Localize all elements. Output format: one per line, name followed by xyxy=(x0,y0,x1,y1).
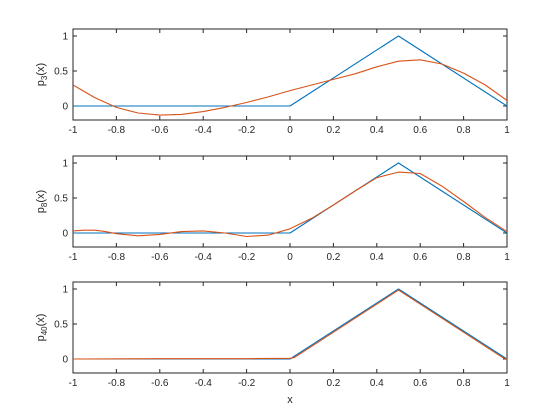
x-tick-label: 0.6 xyxy=(413,252,427,263)
series-line-2 xyxy=(73,289,507,360)
x-tick-label: 0.2 xyxy=(326,378,340,389)
x-tick-label: -0.8 xyxy=(108,125,126,136)
x-tick-label: 0.8 xyxy=(457,252,471,263)
y-axis-label: p8(x) xyxy=(35,190,49,213)
x-tick-label: 0 xyxy=(287,378,293,389)
x-tick-label: -0.6 xyxy=(151,378,169,389)
x-tick-label: 0.4 xyxy=(370,378,384,389)
x-tick-label: 1 xyxy=(504,125,510,136)
y-tick-label: 1 xyxy=(62,159,68,170)
y-tick-label: 1 xyxy=(62,285,68,296)
x-tick-label: 1 xyxy=(504,252,510,263)
y-tick-label: 1 xyxy=(62,32,68,43)
x-tick-label: 0.8 xyxy=(457,378,471,389)
x-tick-label: -0.8 xyxy=(108,378,126,389)
y-tick-label: 0 xyxy=(62,102,68,113)
axes-box xyxy=(72,28,508,121)
x-tick-label: 0.4 xyxy=(370,125,384,136)
y-tick-label: 0 xyxy=(62,229,68,240)
x-tick-label: -1 xyxy=(69,378,78,389)
series-line-2 xyxy=(73,171,507,238)
x-tick-label: -1 xyxy=(69,125,78,136)
x-tick-label: -0.6 xyxy=(151,252,169,263)
x-tick-label: 0 xyxy=(287,125,293,136)
y-tick-label: 0.5 xyxy=(54,67,68,78)
x-tick-label: -0.4 xyxy=(195,252,213,263)
x-tick-label: -0.4 xyxy=(195,125,213,136)
x-tick-label: -0.6 xyxy=(151,125,169,136)
y-axis-label: p3(x) xyxy=(35,63,49,86)
x-tick-label: 1 xyxy=(504,378,510,389)
axes-box xyxy=(72,155,508,248)
x-tick-label: 0.2 xyxy=(326,125,340,136)
x-tick-label: 0.6 xyxy=(413,125,427,136)
x-axis-label: x xyxy=(287,394,293,406)
x-tick-label: -0.2 xyxy=(238,125,256,136)
x-tick-label: 0.2 xyxy=(326,252,340,263)
subplot-8: -1 -0.8 -0.6 -0.4 -0.2 0 0.2 0.4 0.6 0.8 1 0 0.5 1 p8(… xyxy=(35,155,510,263)
x-tick-label: -0.2 xyxy=(238,252,256,263)
x-tick-label: 0.4 xyxy=(370,252,384,263)
subplot-40: -1 -0.8 -0.6 -0.4 -0.2 0 0.2 0.4 0.6 0.8 1 0 0.5 1 p40… xyxy=(35,281,510,406)
x-tick-label: -0.2 xyxy=(238,378,256,389)
y-tick-label: 0 xyxy=(62,355,68,366)
series-line-1 xyxy=(73,35,507,107)
x-tick-label: 0 xyxy=(287,252,293,263)
x-tick-label: 0.8 xyxy=(457,125,471,136)
y-tick-label: 0.5 xyxy=(54,320,68,331)
series-line-2 xyxy=(73,59,507,116)
y-tick-label: 0.5 xyxy=(54,194,68,205)
x-tick-label: -1 xyxy=(69,252,78,263)
subplot-3: -1 -0.8 -0.6 -0.4 -0.2 0 0.2 0.4 0.6 0.8 1 0 0.5 1 p3(… xyxy=(35,28,510,136)
x-tick-label: -0.8 xyxy=(108,252,126,263)
y-axis-label: p40(x) xyxy=(35,314,49,342)
x-tick-label: -0.4 xyxy=(195,378,213,389)
x-tick-label: 0.6 xyxy=(413,378,427,389)
